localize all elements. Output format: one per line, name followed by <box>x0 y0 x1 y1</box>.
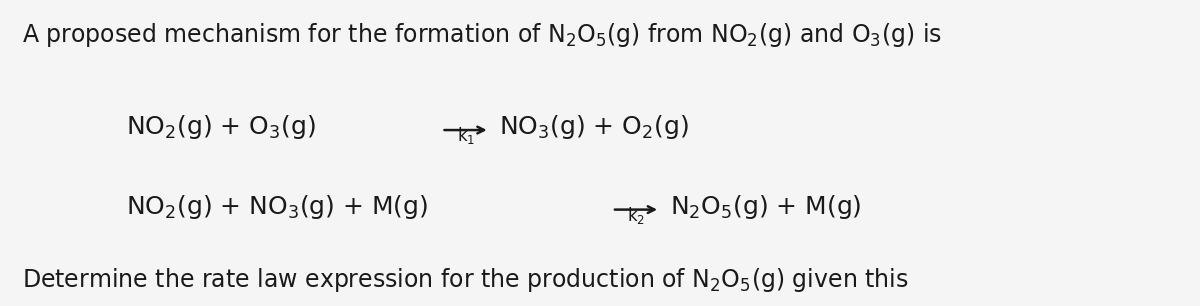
Text: k$_1$: k$_1$ <box>456 125 475 147</box>
Text: N$_2$O$_5$(g) + M(g): N$_2$O$_5$(g) + M(g) <box>670 193 862 221</box>
Text: Determine the rate law expression for the production of N$_2$O$_5$(g) given this: Determine the rate law expression for th… <box>22 266 908 294</box>
Text: A proposed mechanism for the formation of N$_2$O$_5$(g) from NO$_2$(g) and O$_3$: A proposed mechanism for the formation o… <box>22 21 942 50</box>
Text: NO$_2$(g) + NO$_3$(g) + M(g): NO$_2$(g) + NO$_3$(g) + M(g) <box>126 193 428 221</box>
Text: NO$_2$(g) + O$_3$(g): NO$_2$(g) + O$_3$(g) <box>126 113 316 141</box>
Text: NO$_3$(g) + O$_2$(g): NO$_3$(g) + O$_2$(g) <box>499 113 689 141</box>
Text: k$_2$: k$_2$ <box>626 205 646 226</box>
